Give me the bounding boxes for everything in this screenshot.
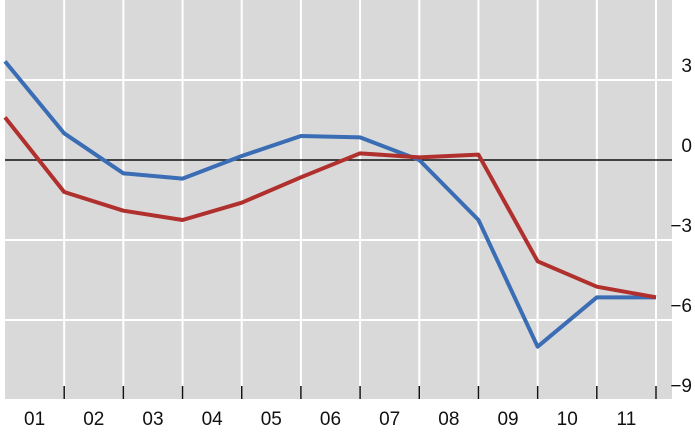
y-tick-label: −9 bbox=[670, 376, 692, 397]
x-tick-label: 07 bbox=[379, 409, 400, 430]
y-tick-label: −3 bbox=[670, 216, 692, 237]
x-tick-label: 10 bbox=[557, 409, 578, 430]
series-line bbox=[3, 116, 657, 300]
x-tick-label: 05 bbox=[261, 409, 282, 430]
series-line bbox=[3, 60, 656, 349]
x-tick-label: 11 bbox=[617, 409, 637, 430]
x-tick-label: 02 bbox=[83, 409, 104, 430]
x-tick-label: 01 bbox=[24, 409, 45, 430]
plot-background bbox=[5, 0, 672, 400]
x-tick-label: 09 bbox=[497, 409, 518, 430]
x-tick-label: 08 bbox=[438, 409, 459, 430]
y-tick-label: 3 bbox=[681, 56, 692, 77]
y-tick-label: −6 bbox=[670, 296, 692, 317]
x-tick-label: 03 bbox=[142, 409, 163, 430]
y-tick-label: 0 bbox=[681, 136, 692, 157]
x-tick-label: 04 bbox=[202, 409, 224, 430]
x-tick-label: 06 bbox=[320, 409, 341, 430]
